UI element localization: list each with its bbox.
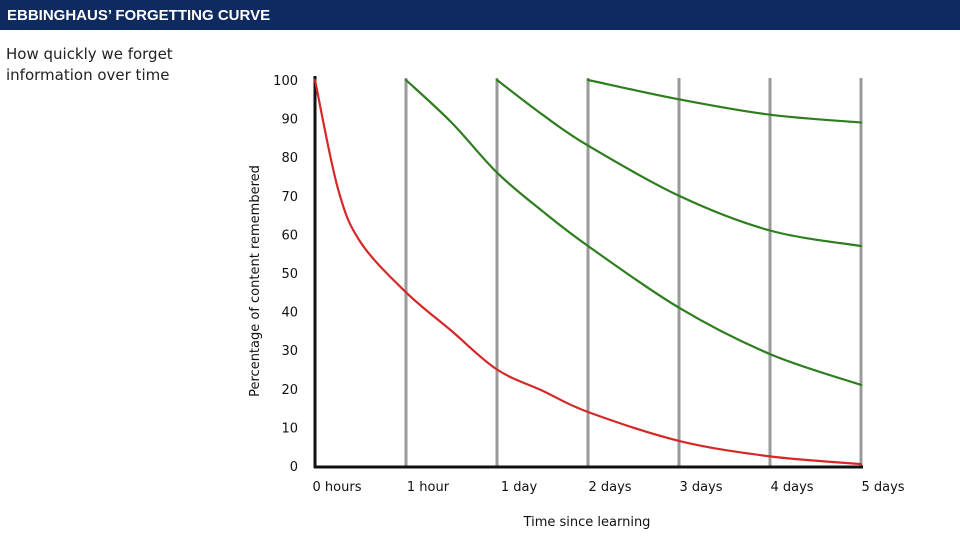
y-tick-label: 0 — [290, 460, 298, 475]
y-tick-label: 60 — [281, 228, 298, 243]
x-tick-label: 0 hours — [313, 480, 362, 495]
forgetting-curve-line — [313, 78, 863, 466]
x-tick-label: 1 hour — [407, 480, 450, 495]
y-tick-label: 70 — [281, 190, 298, 205]
y-tick-label: 40 — [281, 306, 298, 321]
y-tick-label: 100 — [273, 74, 298, 89]
x-tick-label: 3 days — [679, 480, 722, 495]
y-axis-title: Percentage of content remembered — [248, 165, 263, 397]
x-tick-label: 1 day — [501, 480, 538, 495]
y-tick-label: 50 — [281, 267, 298, 282]
y-tick-label: 30 — [281, 344, 298, 359]
page-title: EBBINGHAUS’ FORGETTING CURVE — [7, 7, 271, 24]
y-tick-label: 90 — [281, 113, 298, 128]
y-tick-label: 20 — [281, 383, 298, 398]
x-tick-label: 5 days — [861, 480, 904, 495]
chart-subtitle: How quickly we forget information over t… — [6, 45, 173, 84]
y-tick-label: 80 — [281, 151, 298, 166]
review-curve-line — [495, 78, 863, 248]
review-curve-line — [404, 78, 863, 386]
header-bar: EBBINGHAUS’ FORGETTING CURVE — [0, 0, 960, 30]
x-axis-title: Time since learning — [523, 515, 651, 530]
x-tick-label: 4 days — [770, 480, 813, 495]
review-curve-line — [586, 78, 863, 124]
y-tick-label: 10 — [281, 421, 298, 436]
x-tick-label: 2 days — [588, 480, 631, 495]
